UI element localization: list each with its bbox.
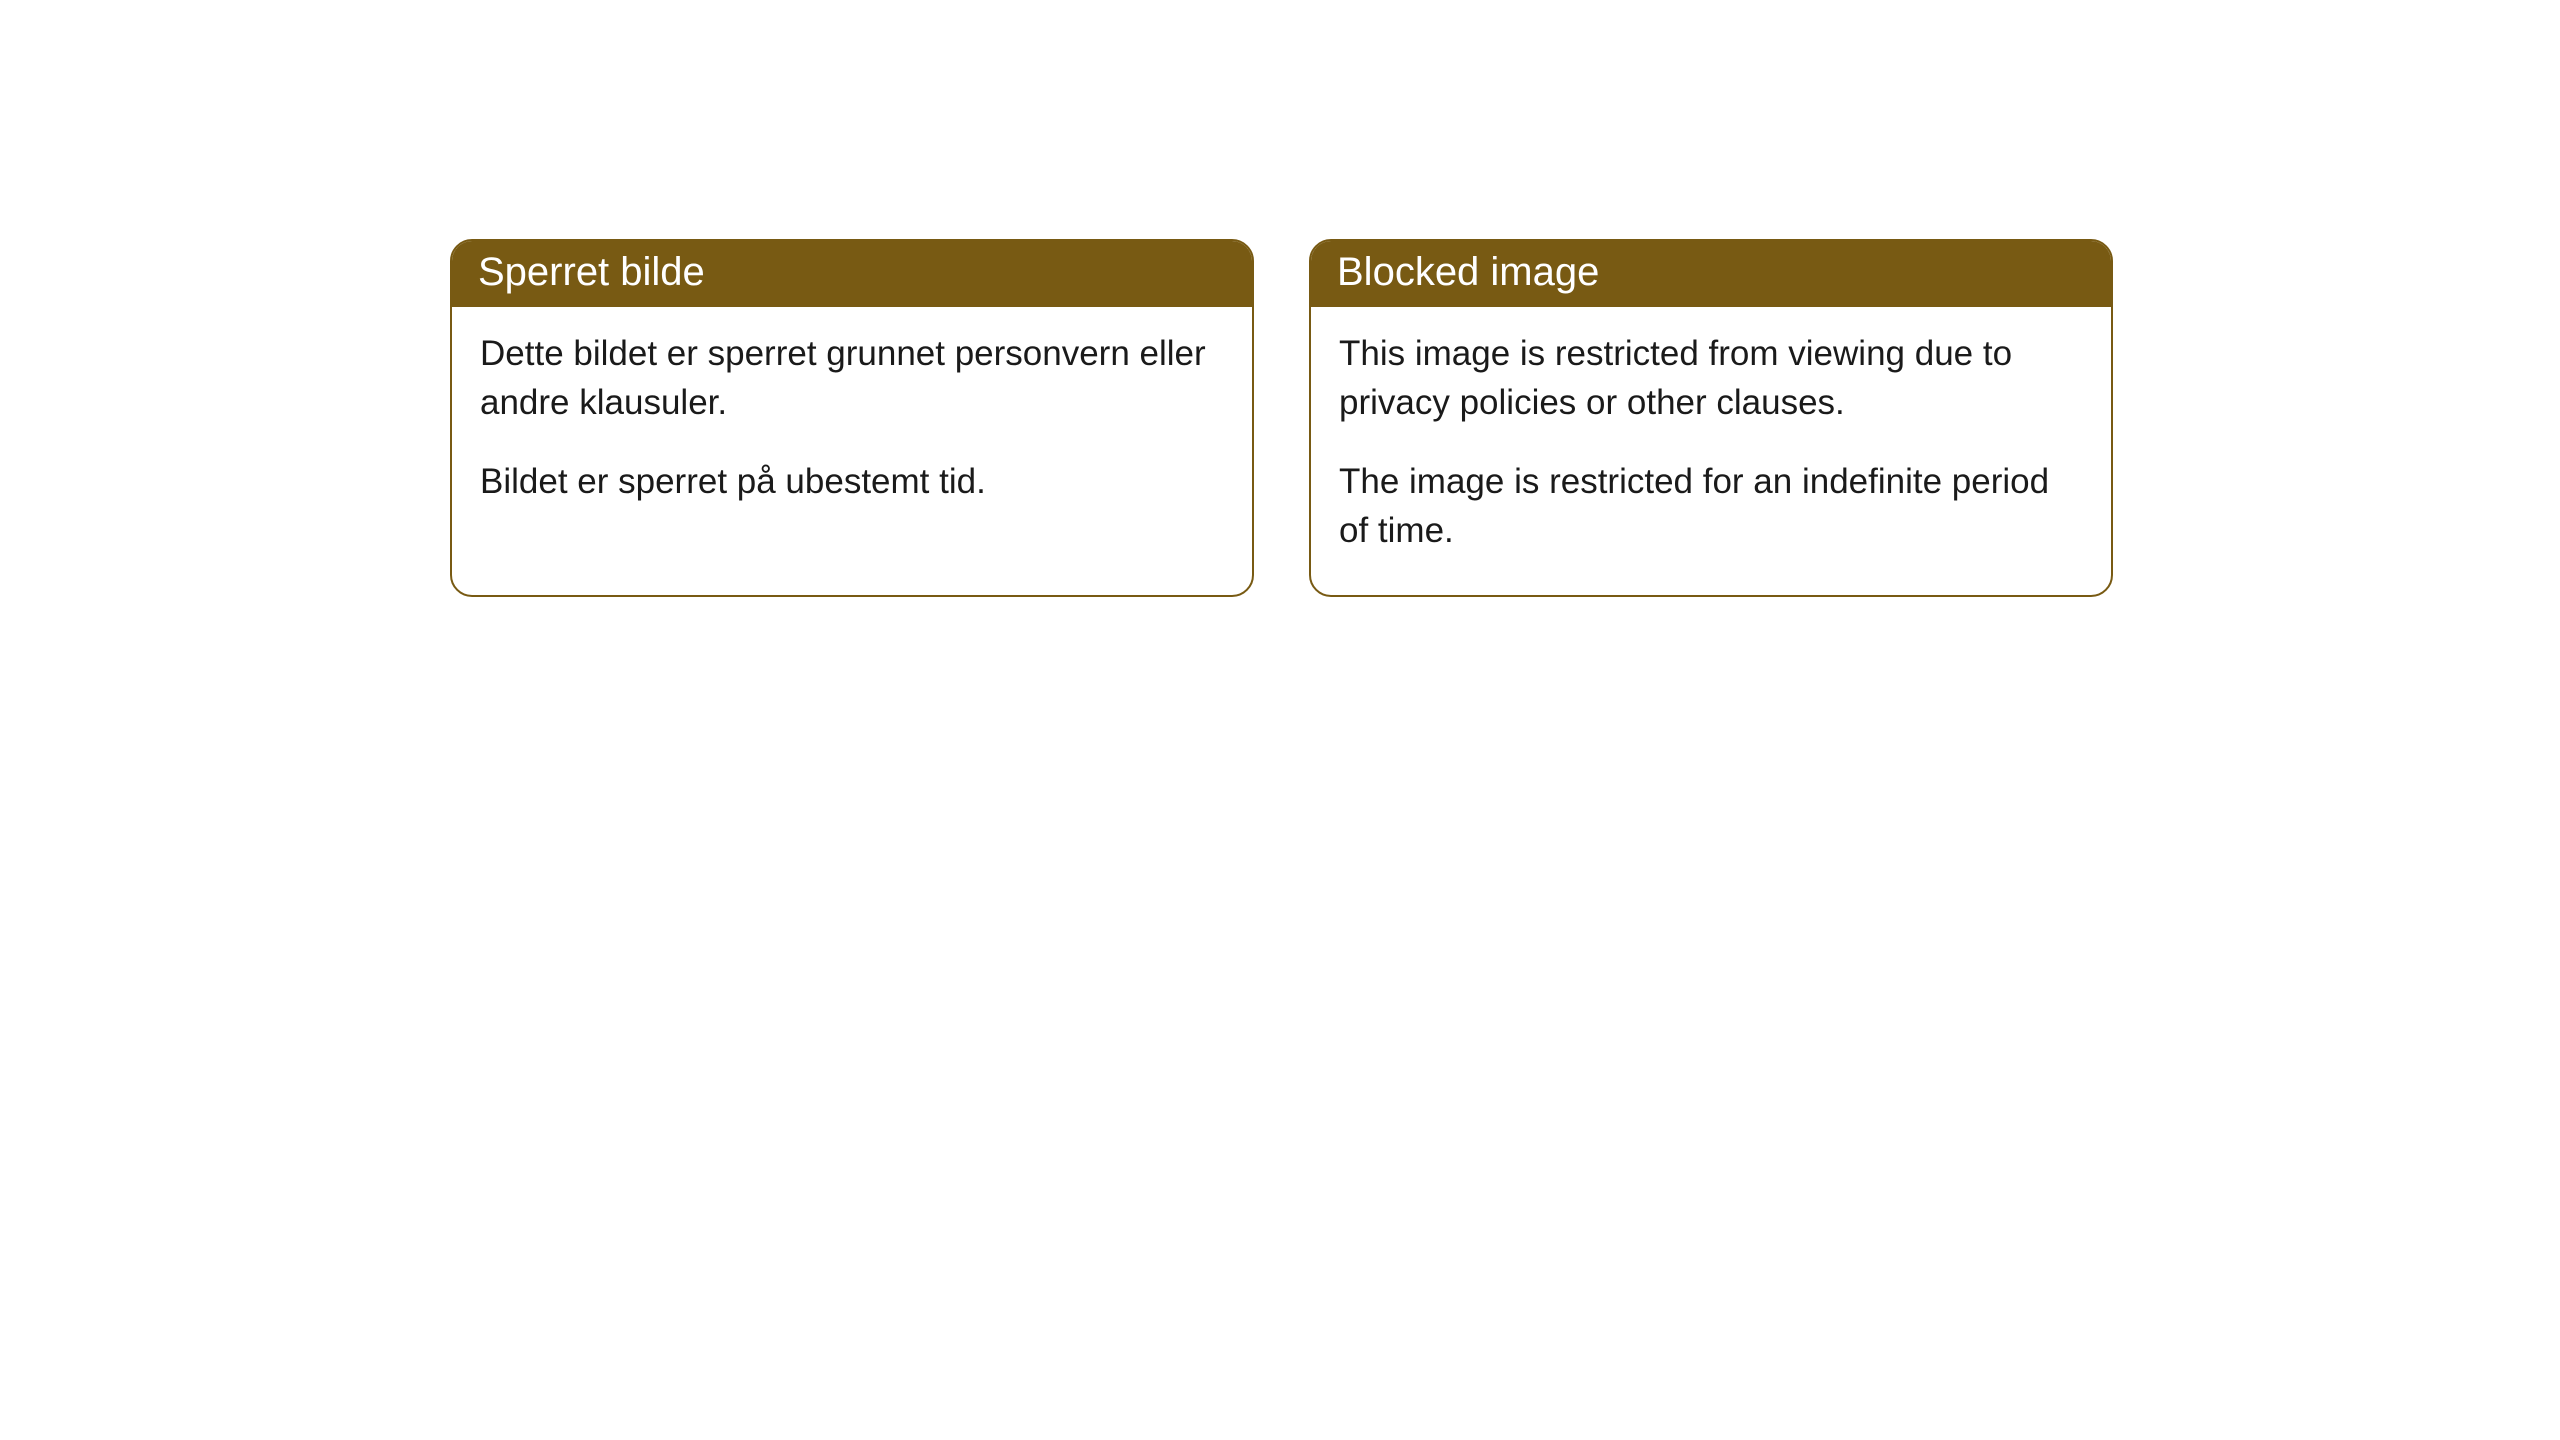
card-text-norwegian-1: Dette bildet er sperret grunnet personve… bbox=[480, 329, 1224, 427]
card-body-english: This image is restricted from viewing du… bbox=[1311, 307, 2111, 595]
card-text-english-1: This image is restricted from viewing du… bbox=[1339, 329, 2083, 427]
card-header-norwegian: Sperret bilde bbox=[452, 241, 1252, 307]
card-text-english-2: The image is restricted for an indefinit… bbox=[1339, 457, 2083, 555]
notice-container: Sperret bilde Dette bildet er sperret gr… bbox=[0, 0, 2560, 597]
card-header-english: Blocked image bbox=[1311, 241, 2111, 307]
card-text-norwegian-2: Bildet er sperret på ubestemt tid. bbox=[480, 457, 1224, 506]
blocked-image-card-english: Blocked image This image is restricted f… bbox=[1309, 239, 2113, 597]
card-title-english: Blocked image bbox=[1337, 250, 1599, 294]
card-title-norwegian: Sperret bilde bbox=[478, 250, 705, 294]
blocked-image-card-norwegian: Sperret bilde Dette bildet er sperret gr… bbox=[450, 239, 1254, 597]
card-body-norwegian: Dette bildet er sperret grunnet personve… bbox=[452, 307, 1252, 546]
